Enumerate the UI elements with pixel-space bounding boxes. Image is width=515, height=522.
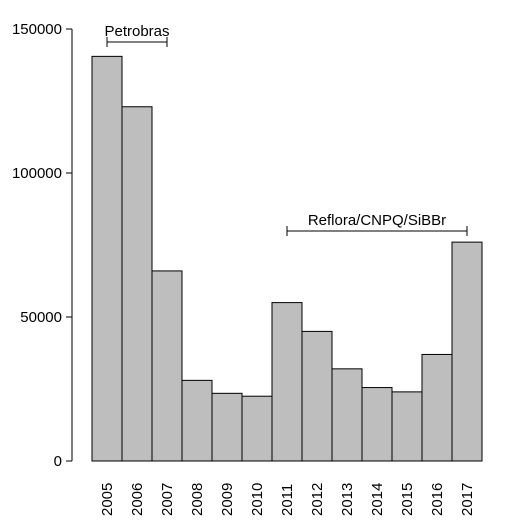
x-tick-label-2011: 2011: [279, 484, 296, 516]
bar-2005: [91, 55, 123, 462]
bar-2014: [361, 387, 393, 462]
y-tick-label: 50000: [20, 309, 62, 326]
x-tick-label-2015: 2015: [399, 483, 416, 516]
annotation-label: Petrobras: [104, 23, 169, 40]
x-tick-label-2008: 2008: [189, 483, 206, 516]
bar-2012: [301, 330, 333, 462]
bar-2015: [391, 391, 423, 462]
y-tick-label: 0: [54, 453, 62, 470]
bar-2013: [331, 368, 363, 462]
bars-group: [91, 55, 483, 462]
bar-2009: [211, 392, 243, 462]
x-tick-label-2017: 2017: [459, 483, 476, 516]
y-axis: 0 50000 100000 150000: [12, 21, 73, 470]
x-tick-label-2009: 2009: [219, 483, 236, 516]
x-tick-label-2007: 2007: [159, 483, 176, 516]
bar-2017: [451, 241, 483, 462]
x-tick-label-2016: 2016: [429, 483, 446, 516]
bar-2011: [271, 302, 303, 462]
bar-2006: [121, 106, 153, 462]
y-tick-label: 100000: [12, 165, 62, 182]
y-tick-label: 150000: [12, 21, 62, 38]
annotation-label: Reflora/CNPQ/SiBBr: [308, 212, 446, 229]
x-axis-labels: 2005 2006 2007 2008 2009 2010 2011 2012 2013 2014…: [99, 483, 476, 516]
bar-2016: [421, 353, 453, 462]
x-tick-label-2013: 2013: [339, 483, 356, 516]
bar-2007: [151, 270, 183, 462]
bar-2010: [241, 395, 273, 462]
x-tick-label-2005: 2005: [99, 483, 116, 516]
x-tick-label-2010: 2010: [249, 483, 266, 516]
x-tick-label-2006: 2006: [129, 483, 146, 516]
bar-2008: [181, 379, 213, 462]
x-tick-label-2012: 2012: [309, 483, 326, 516]
x-tick-label-2014: 2014: [369, 483, 386, 516]
annotations: Petrobras Reflora/CNPQ/SiBBr: [104, 23, 468, 236]
